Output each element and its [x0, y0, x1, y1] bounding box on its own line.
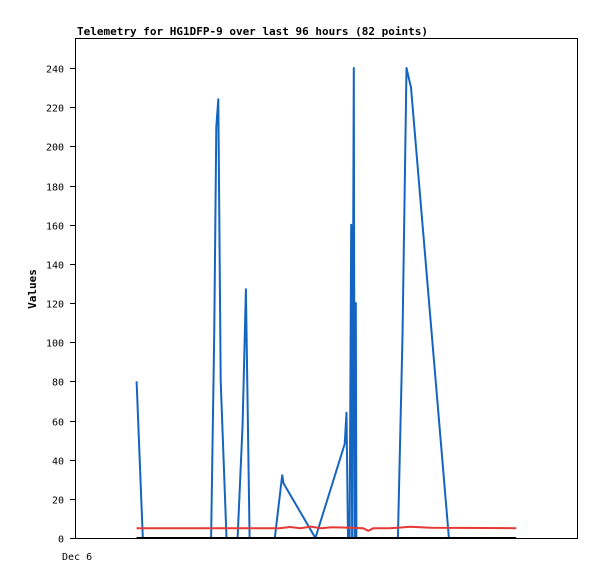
- y-tick-label: 220: [46, 104, 64, 115]
- series-line-2: [136, 525, 517, 532]
- y-tick-label: 160: [46, 222, 64, 233]
- x-axis-ticks: Dec 6: [62, 552, 92, 563]
- y-tick-label: 140: [46, 261, 64, 272]
- plot-frame: [75, 38, 578, 539]
- x-tick-label: Dec 6: [62, 552, 92, 563]
- y-tick-label: 0: [58, 535, 64, 546]
- y-axis-label: Values: [26, 269, 39, 309]
- y-tick-label: 60: [52, 418, 64, 429]
- y-tick-label: 180: [46, 183, 64, 194]
- series-line-1: [135, 67, 450, 539]
- y-tick-label: 80: [52, 378, 64, 389]
- y-tick-label: 200: [46, 143, 64, 154]
- y-axis-ticks: 0 20 40 60 80 100 120 140 160 180 200 220 240: [46, 65, 76, 546]
- y-tick-label: 120: [46, 300, 64, 311]
- y-tick-label: 100: [46, 339, 64, 350]
- chart-title: Telemetry for HG1DFP-9 over last 96 hour…: [77, 25, 428, 38]
- series-group: [135, 67, 517, 539]
- y-tick-label: 240: [46, 65, 64, 76]
- y-tick-label: 20: [52, 496, 64, 507]
- y-tick-label: 40: [52, 457, 64, 468]
